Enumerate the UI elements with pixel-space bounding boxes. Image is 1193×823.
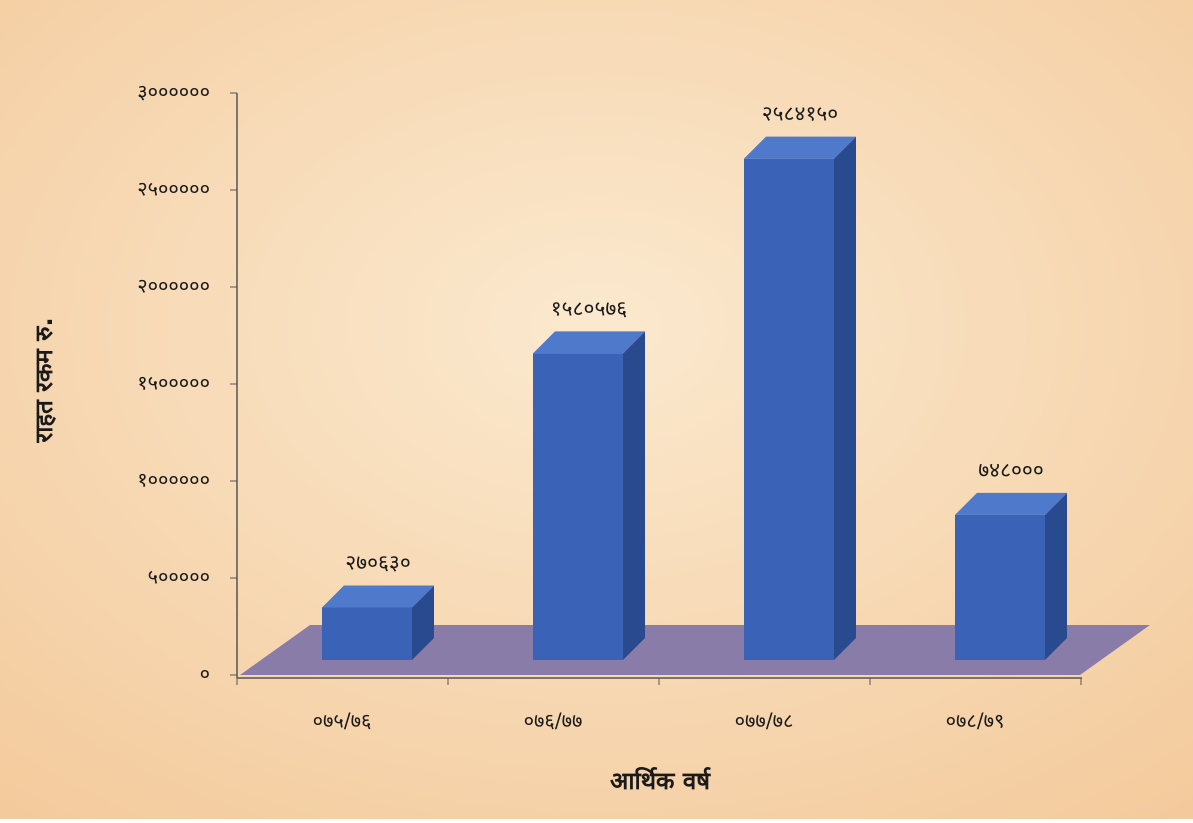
bar-side — [834, 136, 856, 660]
y-tick-label: १०००००० — [137, 468, 210, 492]
y-axis-title: राहत रकम रु. — [30, 317, 58, 443]
y-tick-label: २५००००० — [137, 177, 210, 201]
bar-side — [623, 331, 645, 660]
bar-side — [412, 585, 434, 660]
y-tick-label: ० — [200, 662, 210, 686]
data-label: २५८४१५० — [762, 102, 838, 126]
floor — [240, 625, 1150, 675]
y-tick-label: ५००००० — [148, 565, 210, 589]
bar — [322, 607, 412, 660]
data-label: २७०६३० — [345, 550, 411, 574]
bar — [533, 353, 623, 660]
x-tick-label: ०७६/७७ — [524, 709, 583, 733]
bar-top — [955, 492, 1067, 515]
bar — [744, 158, 834, 660]
x-tick-label: ०७५/७६ — [313, 709, 372, 733]
data-label: ७४८००० — [978, 458, 1044, 482]
bar-top — [744, 136, 856, 159]
x-tick-label: ०७८/७९ — [946, 709, 1005, 733]
x-axis-title: आर्थिक वर्ष — [610, 767, 711, 795]
bar-side — [1045, 492, 1067, 660]
x-tick-label: ०७७/७८ — [735, 709, 794, 733]
bar — [955, 514, 1045, 660]
y-tick-label: २०००००० — [137, 274, 210, 298]
data-label: १५८०५७६ — [551, 296, 627, 320]
y-tick-label: ३०००००० — [137, 80, 210, 104]
y-tick-label: १५००००० — [137, 371, 210, 395]
bar-top — [533, 331, 645, 354]
bar-top — [322, 585, 434, 608]
